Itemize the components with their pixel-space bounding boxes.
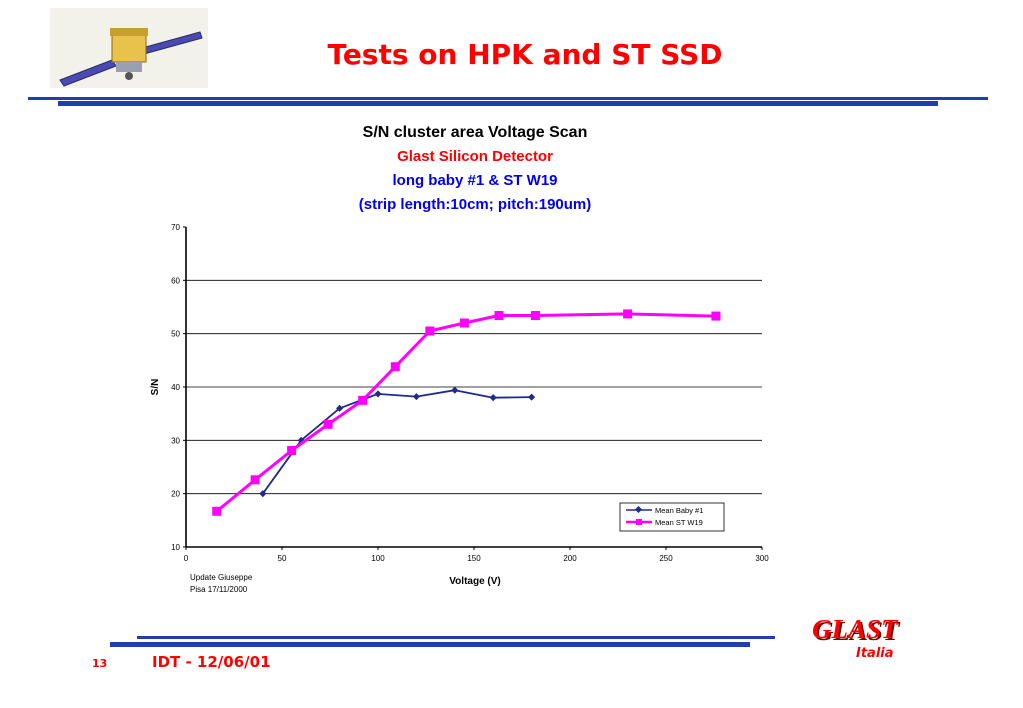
data-point-square [250,475,260,485]
tick-labels: 10 20 30 40 50 60 70 0 50 100 150 200 250 300 [171,223,769,563]
chart-note-2: Pisa 17/11/2000 [190,585,248,594]
data-point-square [530,311,540,321]
x-tick-label: 250 [659,554,673,563]
satellite-logo [50,8,208,88]
data-point-square [358,395,368,405]
x-axis-label: Voltage (V) [449,576,500,587]
header-rule [28,97,988,100]
chart-legend: Mean Baby #1 Mean ST W19 [619,502,725,532]
data-point-diamond [451,386,459,394]
chart-subtitle-2: long baby #1 & ST W19 [392,172,557,189]
data-point-square [390,362,400,372]
y-tick-label: 20 [171,490,180,499]
axes [183,226,763,550]
x-tick-label: 0 [184,554,189,563]
data-point-square [323,419,333,429]
chart-subtitle-3: (strip length:10cm; pitch:190um) [359,196,592,213]
data-point-square [623,309,633,319]
chart-title: S/N cluster area Voltage Scan [363,124,588,141]
x-tick-label: 300 [755,554,769,563]
glast-logo-text: GLAST [812,614,898,644]
gridlines [186,279,762,495]
data-point-diamond [374,390,382,398]
data-point-square [425,326,435,336]
x-tick-label: 50 [278,554,287,563]
y-tick-label: 10 [171,543,180,552]
series-line-2 [215,312,716,513]
data-point-square [494,311,504,321]
footer-text: IDT - 12/06/01 [152,653,271,671]
x-tick-label: 150 [467,554,481,563]
glast-logo-subtitle: Italia [856,646,894,661]
footer-rule-thick [110,642,750,647]
legend-marker-st [636,519,642,525]
y-tick-label: 70 [171,223,180,232]
sn-voltage-chart: S/N cluster area Voltage Scan Glast Sili… [150,124,769,594]
chart-subtitle-1: Glast Silicon Detector [397,148,553,165]
x-tick-label: 100 [371,554,385,563]
header-rule-thick [58,101,938,106]
data-point-diamond [336,404,344,412]
data-point-square [711,311,721,321]
series-line-1 [262,389,532,495]
data-point-square [287,445,297,455]
y-tick-label: 40 [171,383,180,392]
data-point-diamond [259,490,267,498]
page-number: 13 [92,657,108,670]
x-tick-label: 200 [563,554,577,563]
data-point-square [212,506,222,516]
data-point-diamond [412,393,420,401]
y-tick-label: 60 [171,276,180,285]
footer-rule [137,636,775,639]
data-point-diamond [528,393,536,401]
slide-title: Tests on HPK and ST SSD [327,38,723,71]
data-point-diamond [489,394,497,402]
y-tick-label: 30 [171,436,180,445]
y-tick-label: 50 [171,330,180,339]
chart-note-1: Update Giuseppe [190,573,253,582]
legend-marker-baby [634,505,643,514]
legend-label-baby: Mean Baby #1 [655,506,703,515]
legend-label-st: Mean ST W19 [655,518,703,527]
data-point-square [459,318,469,328]
series [212,309,721,516]
y-axis-label: S/N [150,379,161,396]
